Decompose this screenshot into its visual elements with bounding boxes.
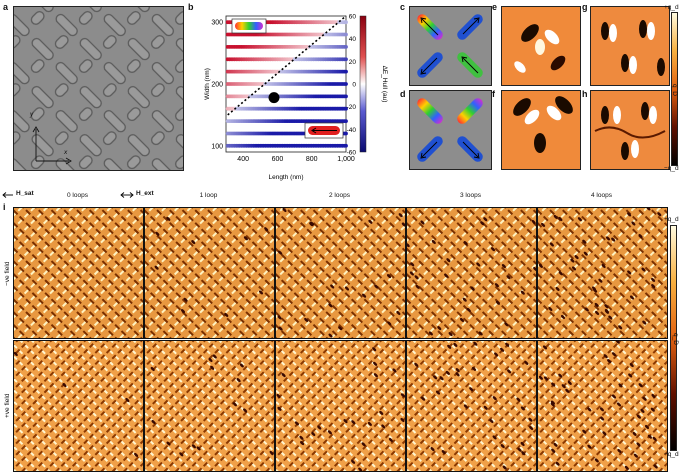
axis-label-x: x	[64, 149, 68, 156]
loop-header-4: 4 loops	[591, 192, 612, 199]
chart-point	[344, 119, 348, 123]
schematic-panel-c	[409, 6, 492, 86]
mfm-loop-pos-0	[13, 340, 144, 472]
chart-point	[344, 143, 348, 148]
colorbar-qd-i-min: −q_d	[664, 451, 679, 458]
legend-h-sat: H_sat	[2, 189, 40, 201]
inset-top-island-vortex	[235, 22, 263, 30]
panel-label-c: c	[400, 2, 406, 12]
chart-xtick: 600	[272, 156, 284, 163]
chart-xtick: 400	[237, 156, 249, 163]
panel-label-f: f	[492, 89, 495, 99]
colorbar-b-tick: 40	[349, 36, 357, 43]
mfm-loop-neg-3	[406, 207, 537, 339]
colorbar-qd-i	[670, 225, 677, 451]
colorbar-b	[359, 15, 367, 153]
panel-label-h: h	[582, 89, 588, 99]
chart-ylabel: Width (nm)	[204, 68, 211, 100]
mfm-loop-pos-2	[275, 340, 406, 472]
colorbar-qd-top-max: +q_d	[664, 4, 679, 11]
loop-header-0: 0 loops	[67, 192, 88, 199]
colorbar-b-tick: 20	[349, 59, 357, 66]
colorbar-qd-i-max: +q_d	[664, 216, 679, 223]
inset-arrow-head	[311, 127, 317, 134]
chart-point	[344, 69, 348, 74]
mfm-loop-neg-4	[537, 207, 668, 339]
loop-header-2: 2 loops	[329, 192, 350, 199]
legend-h-sat-label: H_sat	[16, 190, 34, 197]
mfm-loop-neg-2	[275, 207, 406, 339]
chart-ytick: 200	[211, 82, 223, 89]
chart-point	[344, 45, 348, 49]
panel-label-a: a	[3, 2, 9, 12]
mfm-loop-neg-1	[144, 207, 275, 339]
panel-label-g: g	[582, 2, 588, 12]
chart-boundary-line	[227, 15, 347, 116]
chart-point	[344, 82, 348, 86]
axis-label-y: y	[30, 111, 34, 118]
loop-header-3: 3 loops	[460, 192, 481, 199]
panel-label-i: i	[3, 202, 6, 212]
panel-label-e: e	[492, 2, 498, 12]
colorbar-qd-i-label: q_D	[672, 333, 679, 345]
colorbar-b-tick: -20	[347, 104, 357, 111]
mfm-loop-neg-0	[13, 207, 144, 339]
colorbar-b-label: ΔE_Hull (au)	[381, 66, 388, 103]
chart-point	[344, 131, 348, 136]
chart-ytick: 300	[211, 20, 223, 27]
colorbar-b-tick: 60	[349, 14, 357, 21]
colorbar-qd-top-label: q_D	[671, 84, 678, 96]
chart-ytick: 100	[211, 143, 223, 150]
colorbar-qd-top	[671, 12, 678, 166]
chart-xtick: 1,000	[337, 156, 355, 163]
chart-xlabel: Length (nm)	[268, 174, 303, 181]
mfm-loop-pos-3	[406, 340, 537, 472]
panel-label-b: b	[188, 2, 194, 12]
mfm-loop-pos-1	[144, 340, 275, 472]
legend-h-ext-label: H_ext	[136, 190, 154, 197]
mfm-loop-pos-4	[537, 340, 668, 472]
colorbar-qd-top-min: −q_d	[664, 165, 679, 172]
mfm-panel-f	[501, 90, 581, 170]
chart-marker-point	[268, 92, 280, 104]
sem-image-panel-a: y x	[13, 6, 184, 171]
mfm-panel-h	[590, 90, 670, 170]
chart-xtick: 800	[306, 156, 318, 163]
colorbar-b-tick: -60	[347, 150, 357, 157]
loop-header-1: 1 loop	[199, 192, 218, 199]
chart-point	[344, 94, 348, 99]
sem-islands-pattern	[14, 7, 183, 170]
chart-point	[344, 32, 348, 37]
mfm-panel-g	[590, 6, 670, 86]
mfm-panel-e	[501, 6, 581, 86]
row-label-negative: −ve field	[4, 261, 11, 286]
panel-label-d: d	[400, 89, 406, 99]
chart-point	[344, 106, 348, 111]
island-d-1	[417, 98, 443, 124]
chart-point	[344, 20, 348, 25]
legend-h-ext: H_ext	[120, 189, 160, 201]
colorbar-b-tick: 0	[352, 82, 356, 89]
colorbar-b-tick: -40	[347, 127, 357, 134]
chart-point	[344, 57, 348, 62]
row-label-positive: +ve field	[4, 393, 11, 418]
island-d-2	[457, 98, 483, 124]
schematic-panel-d	[409, 90, 492, 170]
